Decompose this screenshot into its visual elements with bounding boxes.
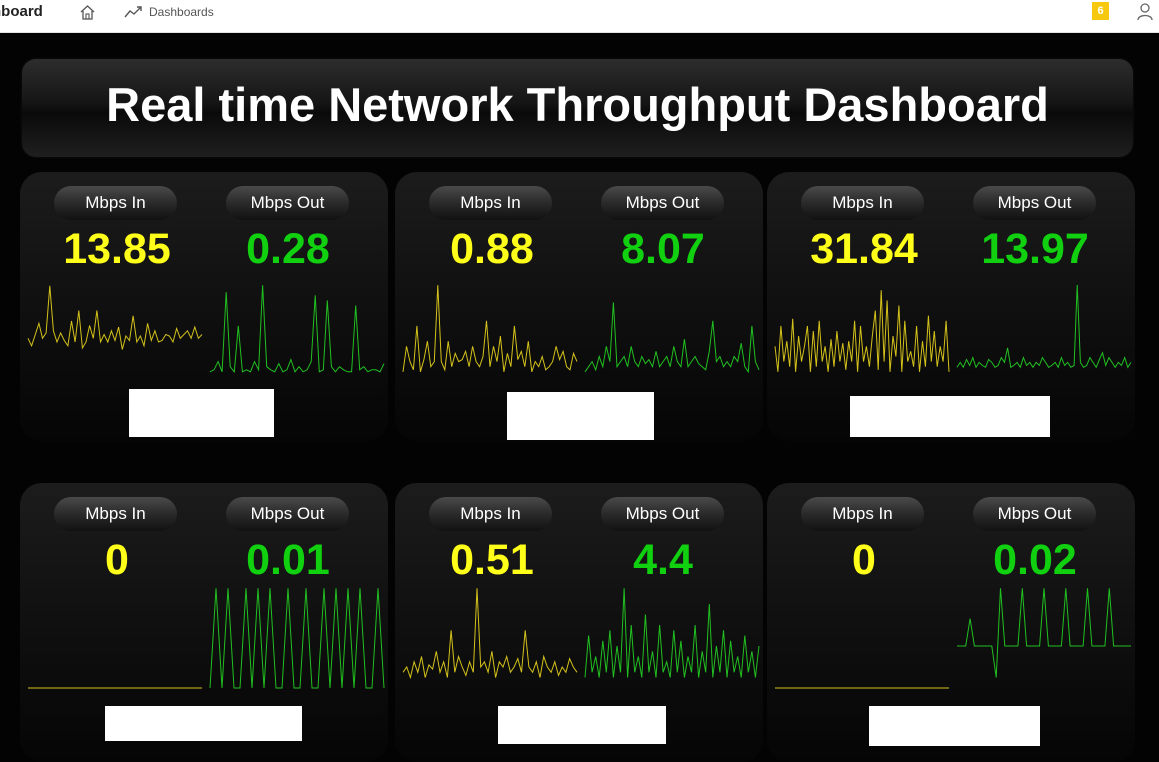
metric-panel-6: Mbps In Mbps Out 0 0.02: [767, 483, 1135, 762]
redacted-label: [129, 389, 274, 437]
mbps-in-sparkline: [402, 588, 578, 680]
dashboard-title: Real time Network Throughput Dashboard: [106, 78, 1049, 131]
sparklines: [27, 285, 385, 374]
title-banner: Real time Network Throughput Dashboard: [22, 59, 1133, 157]
user-icon[interactable]: [1136, 2, 1154, 21]
redacted-label: [498, 706, 666, 744]
mbps-out-sparkline: [209, 285, 385, 374]
metric-panel-3: Mbps In Mbps Out 31.84 13.97: [767, 172, 1135, 441]
sparklines: [28, 588, 385, 689]
app-title: hboard: [0, 3, 43, 20]
mbps-out-sparkline: [956, 284, 1132, 369]
redacted-label: [850, 396, 1050, 437]
mbps-out-value: 13.97: [981, 225, 1089, 273]
sparklines: [775, 588, 1131, 689]
mbps-in-sparkline: [402, 285, 578, 372]
mbps-in-value: 0.51: [450, 536, 534, 584]
mbps-out-value: 4.4: [633, 536, 693, 584]
metric-panel-2: Mbps In Mbps Out 0.88 8.07: [395, 172, 763, 441]
mbps-in-label: Mbps In: [429, 186, 552, 220]
mbps-out-sparkline: [584, 588, 760, 678]
mbps-in-sparkline: [27, 285, 203, 350]
mbps-out-value: 0.28: [246, 225, 330, 273]
mbps-in-label: Mbps In: [429, 497, 552, 531]
mbps-out-label: Mbps Out: [601, 186, 724, 220]
line-chart-icon: [124, 6, 142, 18]
mbps-in-value: 0.88: [450, 225, 534, 273]
mbps-out-value: 0.01: [246, 536, 330, 584]
mbps-in-value: 31.84: [810, 225, 918, 273]
metric-panel-4: Mbps In Mbps Out 0 0.01: [20, 483, 388, 762]
mbps-out-label: Mbps Out: [973, 186, 1096, 220]
sparklines: [774, 284, 1132, 372]
mbps-in-value: 13.85: [63, 225, 171, 273]
mbps-out-value: 0.02: [993, 536, 1077, 584]
sparklines: [402, 588, 760, 680]
mbps-in-label: Mbps In: [801, 497, 924, 531]
mbps-in-label: Mbps In: [54, 186, 177, 220]
mbps-out-label: Mbps Out: [601, 497, 724, 531]
redacted-label: [105, 706, 302, 741]
mbps-in-label: Mbps In: [801, 186, 924, 220]
notification-badge[interactable]: 6: [1092, 2, 1109, 20]
mbps-out-label: Mbps Out: [973, 497, 1096, 531]
top-bar: hboard Dashboards 6: [0, 0, 1159, 33]
redacted-label: [507, 392, 654, 440]
mbps-in-label: Mbps In: [54, 497, 177, 531]
mbps-out-sparkline: [584, 302, 760, 374]
home-icon[interactable]: [79, 4, 96, 21]
metric-panel-1: Mbps In Mbps Out 13.85 0.28: [20, 172, 388, 441]
mbps-out-label: Mbps Out: [226, 497, 349, 531]
sparklines: [402, 285, 760, 374]
metric-panel-5: Mbps In Mbps Out 0.51 4.4: [395, 483, 763, 762]
breadcrumb-dashboards[interactable]: Dashboards: [149, 5, 214, 19]
mbps-out-label: Mbps Out: [226, 186, 349, 220]
mbps-out-value: 8.07: [621, 225, 705, 273]
mbps-in-value: 0: [105, 536, 129, 584]
mbps-in-value: 0: [852, 536, 876, 584]
redacted-label: [869, 706, 1040, 746]
mbps-out-sparkline: [957, 588, 1131, 678]
mbps-in-sparkline: [774, 290, 950, 372]
mbps-out-sparkline: [209, 588, 385, 689]
